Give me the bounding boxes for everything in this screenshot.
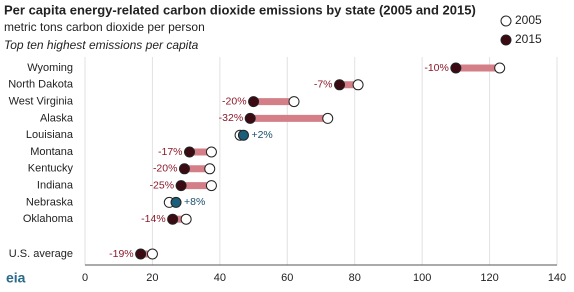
legend-label: 2015 <box>515 32 542 46</box>
dot-2015 <box>450 62 462 74</box>
y-tick-label: Oklahoma <box>23 213 74 225</box>
change-label: -17% <box>158 146 183 158</box>
dot-2005 <box>494 62 506 74</box>
x-tick-label: 100 <box>413 272 431 284</box>
dot-2005 <box>205 146 217 158</box>
dot-2005 <box>204 163 216 175</box>
y-tick-label: Montana <box>30 146 74 158</box>
dot-2015 <box>170 196 182 208</box>
legend-marker <box>500 15 512 27</box>
dot-2015 <box>244 112 256 124</box>
change-label: -7% <box>314 79 333 91</box>
y-tick-label: North Dakota <box>8 79 74 91</box>
dot-2015 <box>175 180 187 192</box>
dot-2015 <box>334 79 346 91</box>
y-tick-label: U.S. average <box>9 248 73 260</box>
chart-title: Per capita energy-related carbon dioxide… <box>4 2 476 17</box>
y-tick-label: Indiana <box>37 180 74 192</box>
dot-2005 <box>205 180 217 192</box>
dot-2005 <box>146 248 158 260</box>
subtitle: metric tons carbon dioxide per person <box>4 20 205 34</box>
change-label: +2% <box>251 129 272 141</box>
y-tick-label: Louisiana <box>26 129 74 141</box>
x-tick-label: 80 <box>349 272 361 284</box>
change-label: -25% <box>150 179 175 191</box>
logo: eia <box>6 270 26 286</box>
dot-2015 <box>167 213 179 225</box>
dot-2015 <box>248 96 260 108</box>
dot-2015 <box>237 129 249 141</box>
change-label: -20% <box>153 163 178 175</box>
x-tick-label: 140 <box>548 272 566 284</box>
x-tick-label: 60 <box>281 272 293 284</box>
y-tick-label: Wyoming <box>27 62 73 74</box>
y-tick-label: Alaska <box>40 112 74 124</box>
y-tick-label: West Virginia <box>9 96 74 108</box>
dot-2015 <box>178 163 190 175</box>
note: Top ten highest emissions per capita <box>4 38 199 52</box>
y-tick-label: Nebraska <box>26 196 74 208</box>
dot-2005 <box>288 96 300 108</box>
x-tick-label: 0 <box>82 272 88 284</box>
legend-label: 2005 <box>515 13 542 27</box>
dot-2005 <box>180 213 192 225</box>
change-label: -10% <box>424 62 449 74</box>
legend-marker <box>500 34 512 46</box>
dot-2005 <box>352 79 364 91</box>
dot-2015 <box>184 146 196 158</box>
change-label: -14% <box>141 213 166 225</box>
dot-2015 <box>135 248 147 260</box>
change-label: +8% <box>184 196 205 208</box>
y-tick-label: Kentucky <box>28 163 74 175</box>
dot-2005 <box>322 112 334 124</box>
change-label: -32% <box>219 112 244 124</box>
x-tick-label: 40 <box>214 272 226 284</box>
change-label: -20% <box>222 95 247 107</box>
change-label: -19% <box>109 248 134 260</box>
x-tick-label: 120 <box>480 272 498 284</box>
x-tick-label: 20 <box>146 272 158 284</box>
